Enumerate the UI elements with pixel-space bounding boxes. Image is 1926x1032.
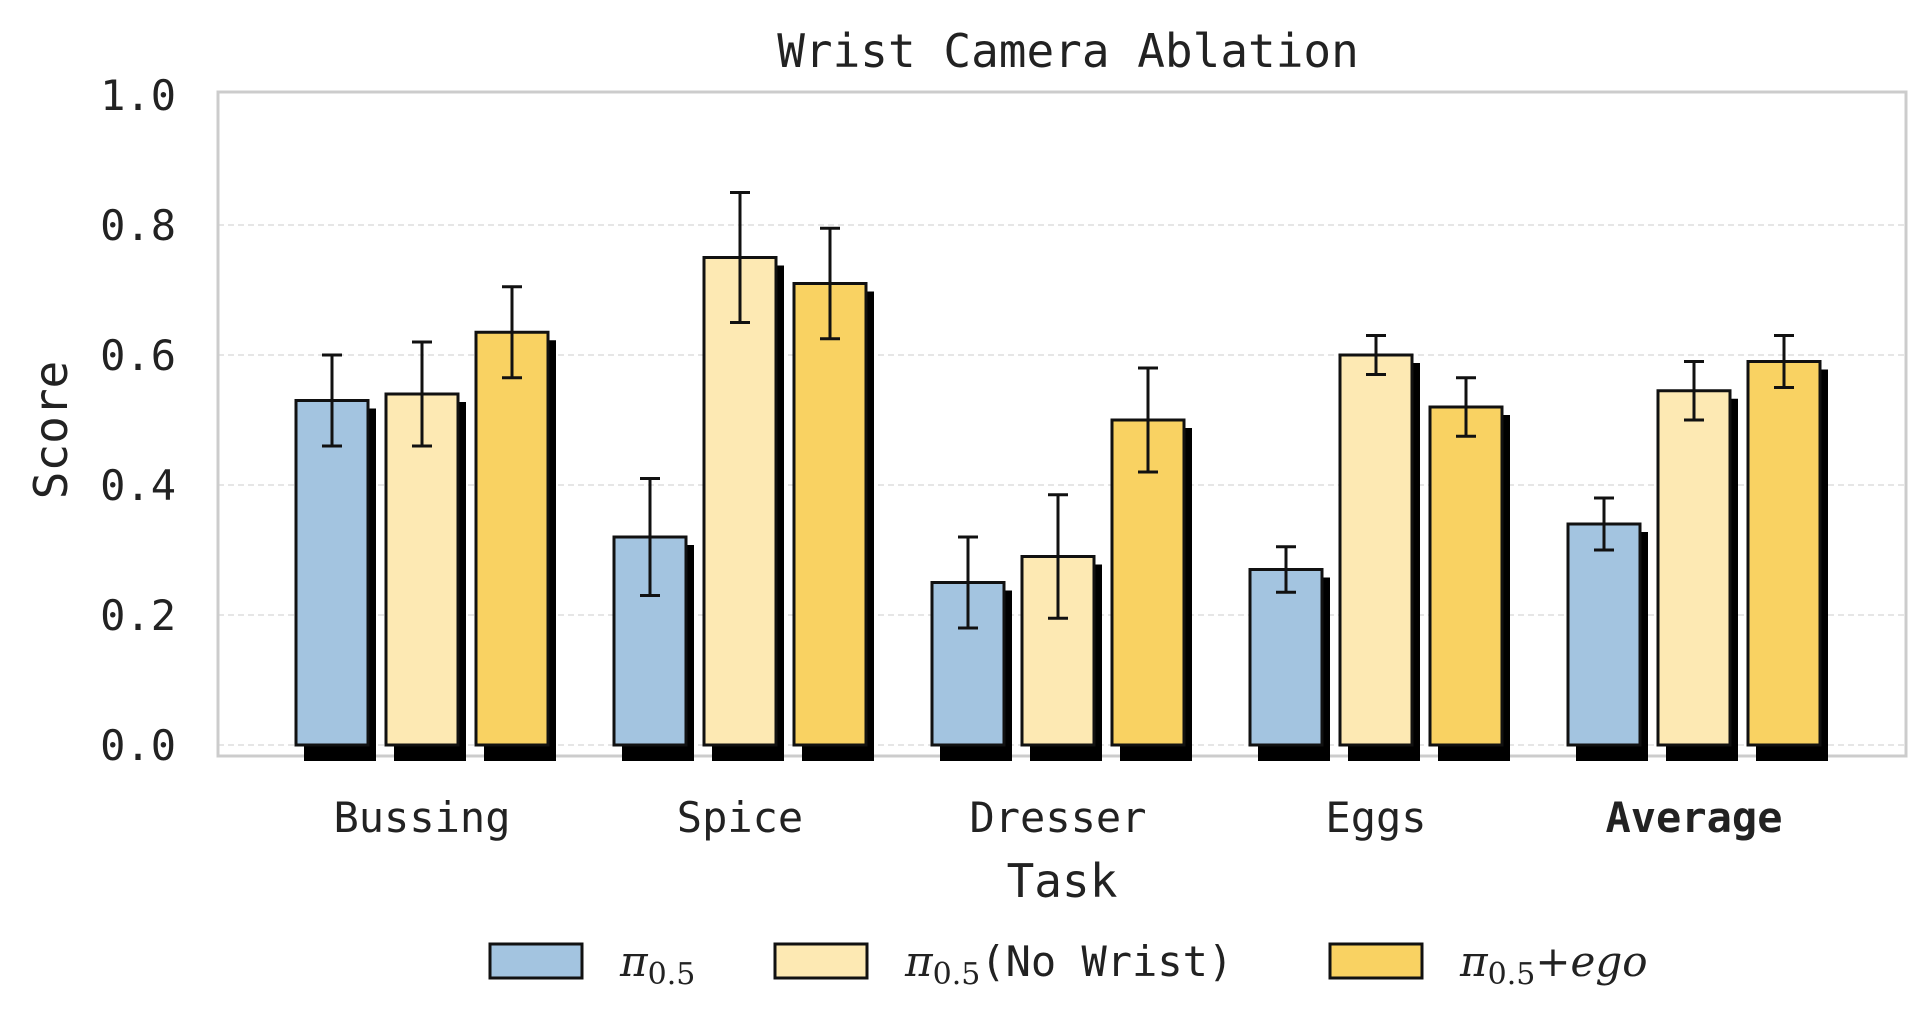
bar [1658, 391, 1730, 745]
legend-suffix: +ego [1535, 937, 1647, 986]
chart-title: Wrist Camera Ablation [777, 24, 1359, 78]
x-tick-label: Average [1605, 793, 1782, 842]
x-tick-label: Dresser [969, 793, 1146, 842]
y-tick-label: 0.6 [100, 331, 176, 380]
y-tick-label: 0.2 [100, 591, 176, 640]
bar [704, 258, 776, 746]
bar [476, 332, 548, 745]
legend-symbol: π [904, 937, 934, 986]
y-tick-label: 0.0 [100, 721, 176, 770]
bar [1430, 407, 1502, 745]
bar [296, 401, 368, 746]
bar [1250, 570, 1322, 746]
legend: π0.5 π0.5(No Wrist) π0.5+ego [490, 937, 1648, 992]
bars [296, 193, 1828, 762]
legend-label: π0.5(No Wrist) [904, 937, 1233, 992]
y-axis-label: Score [24, 361, 78, 499]
x-tick-label: Eggs [1325, 793, 1426, 842]
y-axis-ticks: 0.0 0.2 0.4 0.6 0.8 1.0 [100, 71, 176, 770]
legend-subscript: 0.5 [933, 957, 981, 992]
legend-label: π0.5 [619, 937, 695, 992]
y-tick-label: 0.8 [100, 201, 176, 250]
legend-swatch [1330, 944, 1422, 978]
chart-canvas: Wrist Camera Ablation 0.0 0.2 0.4 0.6 0.8 1.0… [0, 0, 1926, 1032]
bar [1340, 355, 1412, 745]
x-tick-label: Spice [677, 793, 803, 842]
bar [794, 284, 866, 746]
y-tick-label: 1.0 [100, 71, 176, 120]
legend-swatch [490, 944, 582, 978]
legend-symbol: π [1459, 937, 1489, 986]
legend-subscript: 0.5 [648, 957, 696, 992]
x-axis-label: Task [1007, 854, 1118, 908]
legend-symbol: π [619, 937, 649, 986]
bar [1568, 524, 1640, 745]
y-tick-label: 0.4 [100, 461, 176, 510]
x-axis-ticks: Bussing Spice Dresser Eggs Average [333, 793, 1782, 842]
legend-subscript: 0.5 [1488, 957, 1536, 992]
legend-swatch [775, 944, 867, 978]
bar [1748, 362, 1820, 746]
legend-suffix: (No Wrist) [980, 937, 1233, 986]
legend-label: π0.5+ego [1459, 937, 1648, 992]
x-tick-label: Bussing [333, 793, 510, 842]
